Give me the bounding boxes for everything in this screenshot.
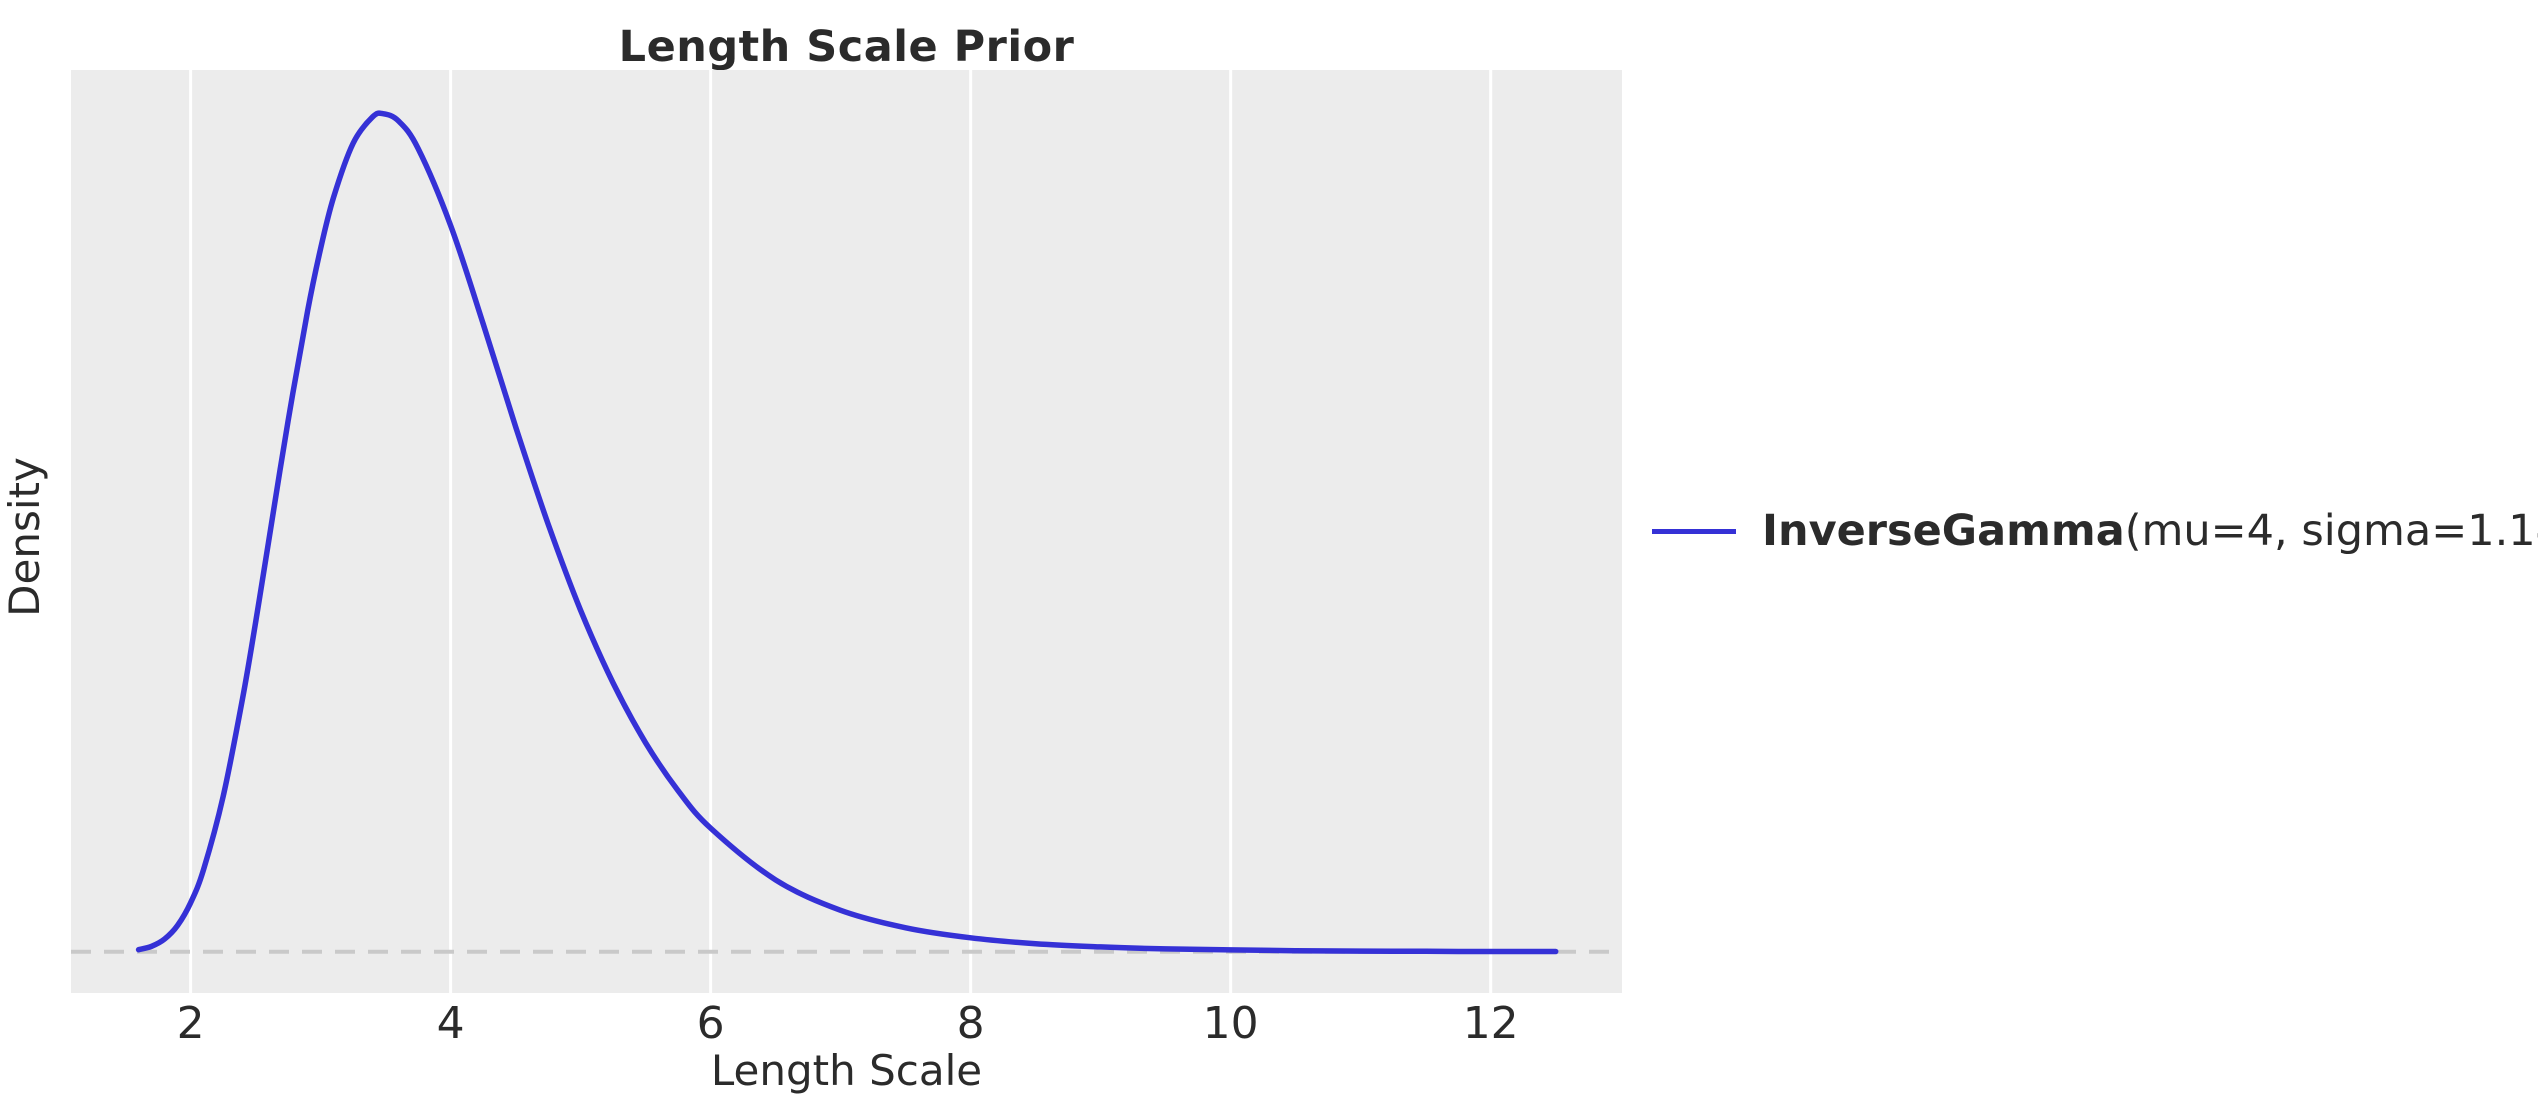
plot-area xyxy=(71,70,1622,993)
x-axis-label: Length Scale xyxy=(710,1046,983,1095)
legend: InverseGamma(mu=4, sigma=1.14) xyxy=(1652,506,2538,556)
x-tick-label-12: 12 xyxy=(1462,998,1519,1049)
chart-title: Length Scale Prior xyxy=(618,22,1075,72)
legend-distribution-name: InverseGamma xyxy=(1762,506,2125,556)
x-tick-label-4: 4 xyxy=(436,998,465,1049)
density-curve-line xyxy=(135,110,1559,955)
x-tick-label-8: 8 xyxy=(956,998,985,1049)
x-tick-label-2: 2 xyxy=(176,998,205,1049)
y-axis-label: Density xyxy=(0,457,49,617)
legend-label: InverseGamma(mu=4, sigma=1.14) xyxy=(1762,506,2538,556)
density-plot-svg xyxy=(71,70,1622,993)
legend-line-swatch xyxy=(1652,528,1736,534)
x-tick-label-10: 10 xyxy=(1202,998,1259,1049)
x-tick-label-6: 6 xyxy=(696,998,725,1049)
legend-distribution-params: (mu=4, sigma=1.14) xyxy=(2124,506,2538,556)
plot-background xyxy=(71,70,1622,993)
